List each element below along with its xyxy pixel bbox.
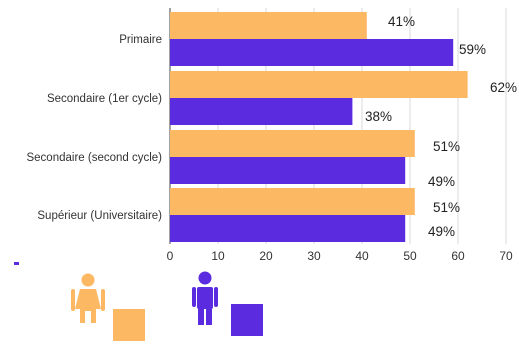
bar-men: [170, 39, 454, 66]
women-legend-swatch: [113, 309, 145, 341]
bar-women: [170, 188, 415, 215]
woman-icon: [71, 273, 105, 323]
x-tick-label: 50: [403, 249, 417, 263]
bar-men: [170, 215, 406, 242]
category-label: Secondaire (1er cycle): [47, 93, 162, 105]
x-tick-label: 60: [451, 249, 465, 263]
data-label-women: 51%: [433, 200, 460, 215]
bar-women: [170, 71, 468, 98]
bar-men: [170, 98, 353, 125]
legend-marker-fragment: [14, 262, 19, 265]
x-tick-label: 40: [355, 249, 369, 263]
category-label: Primaire: [119, 34, 162, 46]
x-tick-label: 20: [259, 249, 273, 263]
category-label: Supérieur (Universitaire): [37, 210, 162, 222]
x-tick-label: 30: [307, 249, 321, 263]
bar-men: [170, 157, 406, 184]
data-label-men: 49%: [428, 174, 455, 189]
bar-women: [170, 12, 367, 39]
men-legend-swatch: [231, 304, 263, 336]
bar-chart: 0 10 20 30 40 50 60 70 Primaire Secondaire (1er c…: [14, 8, 517, 265]
man-icon: [192, 271, 218, 325]
data-label-women: 41%: [388, 14, 415, 29]
x-tick-label: 70: [499, 249, 513, 263]
legend: [71, 271, 263, 341]
category-label: Secondaire (second cycle): [26, 152, 162, 164]
data-label-women: 51%: [433, 139, 460, 154]
data-label-men: 49%: [428, 224, 455, 239]
data-label-men: 38%: [365, 109, 392, 124]
bar-women: [170, 130, 415, 157]
data-label-women: 62%: [490, 80, 517, 95]
data-label-men: 59%: [459, 42, 486, 57]
x-tick-label: 0: [167, 249, 174, 263]
x-tick-label: 10: [211, 249, 225, 263]
